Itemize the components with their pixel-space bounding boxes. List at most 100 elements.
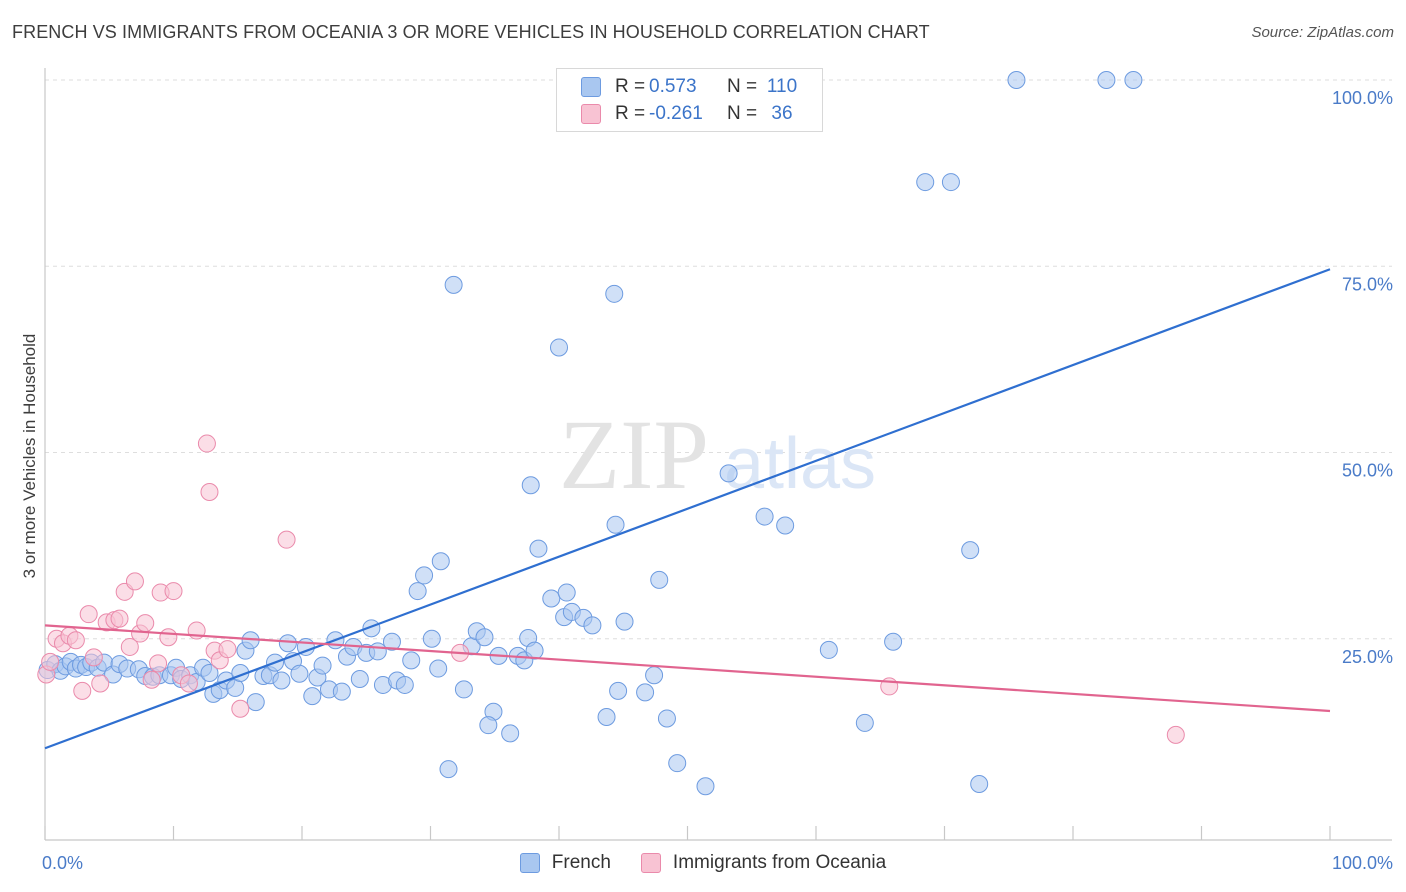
data-point: [197, 434, 216, 453]
data-point: [200, 482, 219, 501]
data-point: [313, 656, 332, 675]
r-label: R =: [615, 76, 646, 97]
y-tick-label: 75.0%: [1342, 274, 1393, 294]
data-point: [439, 760, 458, 779]
trend-line-french: [44, 268, 1331, 750]
data-point: [290, 664, 309, 683]
data-point: [66, 631, 85, 650]
data-point: [402, 651, 421, 670]
data-point: [408, 582, 427, 601]
data-point: [79, 605, 98, 624]
data-point: [650, 570, 669, 589]
data-point: [395, 675, 414, 694]
watermark-zip: ZIP: [559, 399, 709, 510]
data-point: [776, 516, 795, 535]
data-point: [941, 173, 960, 192]
y-tick-label: 50.0%: [1342, 461, 1393, 481]
trend-line-oceania: [44, 624, 1331, 713]
data-point: [303, 687, 322, 706]
data-point: [91, 674, 110, 693]
y-tick-label: 25.0%: [1342, 647, 1393, 667]
data-point: [73, 681, 92, 700]
n-value: 110: [766, 76, 798, 97]
data-point: [431, 552, 450, 571]
data-point: [231, 699, 250, 718]
legend-row-oceania: R = -0.261 N = 36: [581, 101, 799, 127]
data-point: [422, 629, 441, 648]
gridlines: [45, 79, 1392, 640]
legend-row-french: R = 0.573 N = 110: [581, 74, 799, 100]
data-point: [41, 652, 60, 671]
r-label: R =: [615, 103, 646, 124]
n-label: N =: [727, 103, 758, 124]
source-credit: Source: ZipAtlas.com: [1251, 24, 1394, 41]
data-point: [120, 637, 139, 656]
data-point: [415, 566, 434, 585]
legend-swatch-oceania: [640, 853, 661, 873]
data-point: [557, 583, 576, 602]
data-point: [521, 476, 540, 495]
r-value: -0.261: [649, 103, 703, 124]
data-point: [429, 659, 448, 678]
data-point: [332, 682, 351, 701]
legend-item-oceania: Immigrants from Oceania: [640, 852, 887, 874]
y-tick-label: 100.0%: [1332, 88, 1393, 108]
data-point: [525, 641, 544, 660]
data-point: [164, 582, 183, 601]
data-point: [179, 674, 198, 693]
n-label: N =: [727, 76, 758, 97]
data-point: [277, 530, 296, 549]
data-point: [542, 589, 561, 608]
data-point: [668, 754, 687, 773]
data-point: [529, 539, 548, 558]
data-point: [479, 716, 498, 735]
legend-label-oceania: Immigrants from Oceania: [672, 852, 887, 873]
data-point: [583, 616, 602, 635]
data-point: [884, 632, 903, 651]
data-point: [142, 670, 161, 689]
n-value: 36: [771, 103, 793, 124]
watermark-atlas: atlas: [724, 424, 876, 504]
correlation-legend: R = 0.573 N = 110 R = -0.261 N = 36: [556, 68, 823, 132]
data-point: [755, 507, 774, 526]
data-point: [246, 693, 265, 712]
axes: [44, 68, 1392, 841]
chart-title: FRENCH VS IMMIGRANTS FROM OCEANIA 3 OR M…: [12, 22, 930, 42]
data-point: [609, 681, 628, 700]
tick-labels: 100.0% 75.0% 50.0% 25.0% 0.0% 100.0%: [42, 88, 1393, 873]
data-point: [149, 654, 168, 673]
trend-lines: [44, 268, 1331, 750]
data-point: [855, 713, 874, 732]
data-point: [159, 628, 178, 647]
data-point: [1124, 71, 1143, 89]
data-point: [1097, 71, 1116, 89]
x-tick-label: 0.0%: [42, 853, 83, 873]
data-point: [719, 464, 738, 483]
data-point: [597, 707, 616, 726]
data-point: [1007, 71, 1026, 89]
data-point: [278, 634, 297, 653]
data-point: [110, 609, 129, 628]
data-point: [657, 709, 676, 728]
series-oceania-points: [37, 434, 1185, 744]
data-point: [550, 338, 568, 357]
data-point: [501, 724, 520, 743]
data-point: [125, 572, 144, 591]
data-point: [696, 777, 715, 796]
x-tick-label: 100.0%: [1332, 853, 1393, 873]
data-point: [350, 669, 369, 688]
legend-swatch-french: [519, 853, 540, 873]
data-point: [200, 664, 219, 683]
data-point: [444, 275, 463, 294]
data-point: [382, 632, 401, 651]
data-point: [272, 671, 291, 690]
data-point: [615, 612, 634, 631]
data-point: [961, 541, 980, 560]
legend-swatch-french: [581, 77, 601, 97]
data-point: [636, 683, 655, 702]
data-point: [970, 775, 989, 794]
data-point: [605, 284, 624, 303]
data-point: [218, 640, 237, 659]
data-point: [136, 614, 155, 633]
